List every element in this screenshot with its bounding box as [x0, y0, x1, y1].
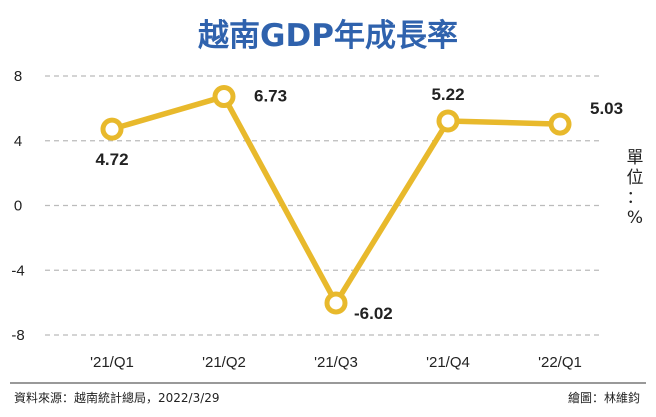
data-point — [548, 112, 572, 136]
chart-title: 越南GDP年成長率 — [198, 18, 458, 54]
x-tick-label: '21/Q4 — [426, 354, 470, 371]
x-tick-label: '22/Q1 — [538, 354, 582, 371]
data-label: -6.02 — [354, 304, 393, 323]
data-point — [324, 291, 348, 315]
source-note: 資料來源：越南統計總局，2022/3/29 — [14, 390, 220, 405]
data-point — [212, 85, 236, 109]
unit-char: 位 — [627, 168, 644, 188]
data-labels: 4.72 6.73 -6.02 5.22 5.03 — [95, 85, 623, 323]
unit-char: % — [627, 208, 643, 228]
data-point — [436, 109, 460, 133]
unit-char: 單 — [627, 148, 644, 168]
data-label: 5.22 — [431, 85, 464, 104]
data-point — [100, 117, 124, 141]
x-axis-ticks: '21/Q1 '21/Q2 '21/Q3 '21/Q4 '22/Q1 — [90, 354, 582, 371]
data-label: 5.03 — [590, 99, 623, 118]
series-polyline — [111, 93, 561, 306]
y-axis-ticks: 8 4 0 -4 -8 — [11, 68, 24, 344]
x-tick-label: '21/Q2 — [202, 354, 246, 371]
unit-char: ： — [627, 188, 644, 208]
y-tick-label: -4 — [11, 262, 24, 279]
grid-lines — [45, 75, 600, 336]
data-label: 4.72 — [95, 150, 128, 169]
y-tick-label: -8 — [11, 327, 24, 344]
x-tick-label: '21/Q1 — [90, 354, 134, 371]
credit-note: 繪圖：林維鈞 — [568, 390, 640, 405]
unit-label: 單位：% — [627, 148, 644, 228]
data-label: 6.73 — [254, 87, 287, 106]
y-tick-label: 0 — [14, 198, 22, 215]
y-tick-label: 8 — [14, 68, 22, 85]
y-tick-label: 4 — [14, 133, 22, 150]
series-markers — [100, 85, 572, 315]
x-tick-label: '21/Q3 — [314, 354, 358, 371]
series-line — [111, 93, 561, 306]
